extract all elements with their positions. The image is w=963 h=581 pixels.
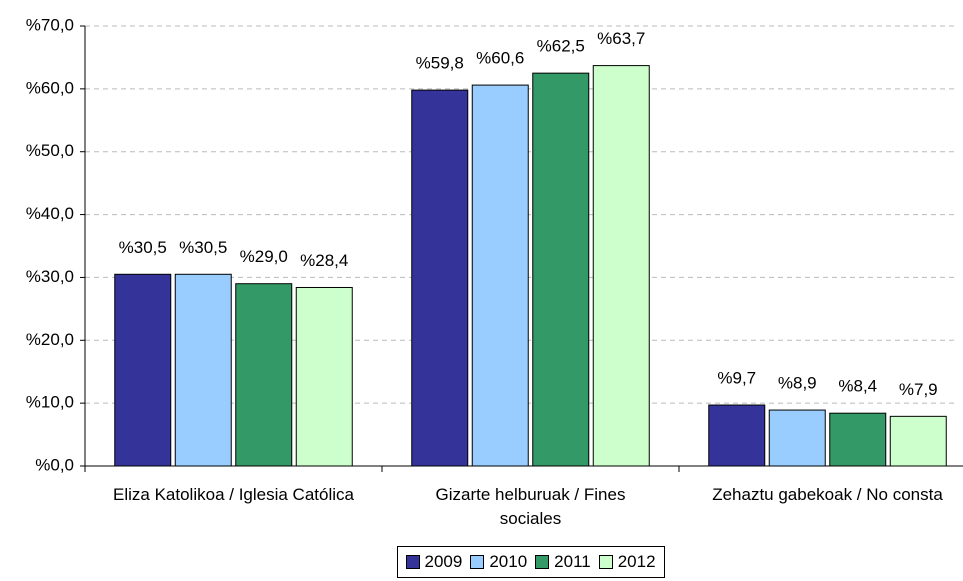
y-tick-label: %40,0	[26, 204, 74, 223]
data-label: %8,9	[778, 374, 817, 393]
data-label: %62,5	[537, 37, 585, 56]
data-label: %29,0	[240, 247, 288, 266]
legend-swatch	[405, 555, 420, 569]
legend-swatch	[535, 555, 550, 569]
bar	[829, 412, 887, 467]
data-label: %8,4	[838, 377, 877, 396]
legend-label: 2010	[489, 552, 528, 571]
bar	[592, 65, 650, 467]
bar	[114, 273, 172, 467]
data-label: %63,7	[597, 29, 645, 48]
x-tick-label: Zehaztu gabekoak / No consta	[712, 485, 943, 504]
y-tick-label: %50,0	[26, 141, 74, 160]
x-tick-label: Eliza Katolikoa / Iglesia Católica	[113, 485, 354, 504]
data-label: %60,6	[476, 49, 524, 68]
y-tick-label: %10,0	[26, 393, 74, 412]
bar	[532, 72, 590, 467]
data-label: %9,7	[717, 369, 756, 388]
y-tick-label: %20,0	[26, 330, 74, 349]
legend-item: 2012	[598, 552, 656, 572]
legend-label: 2009	[424, 552, 463, 571]
y-tick-label: %30,0	[26, 267, 74, 286]
bar	[708, 404, 766, 467]
x-tick-label: Gizarte helburuak / Fines sociales	[435, 485, 626, 528]
legend-swatch	[598, 555, 613, 569]
legend-item: 2011	[535, 552, 591, 572]
bar	[889, 415, 947, 467]
data-label: %59,8	[416, 54, 464, 73]
data-label: %30,5	[179, 238, 227, 257]
y-tick-label: %0,0	[35, 455, 74, 474]
data-label: %7,9	[899, 380, 938, 399]
y-tick-label: %60,0	[26, 78, 74, 97]
bar	[411, 89, 469, 467]
legend-item: 2009	[405, 552, 463, 572]
bar	[768, 409, 826, 467]
bar	[471, 84, 529, 467]
bar	[174, 273, 232, 467]
bar	[235, 283, 293, 467]
legend: 2009 2010 2011 2012	[396, 546, 665, 578]
legend-swatch	[470, 555, 485, 569]
legend-item: 2010	[470, 552, 527, 572]
y-tick-label: %70,0	[26, 15, 74, 34]
data-label: %28,4	[300, 251, 348, 270]
data-label: %30,5	[119, 238, 167, 257]
legend-label: 2011	[554, 552, 591, 571]
bar	[295, 286, 353, 467]
legend-label: 2012	[617, 552, 656, 571]
